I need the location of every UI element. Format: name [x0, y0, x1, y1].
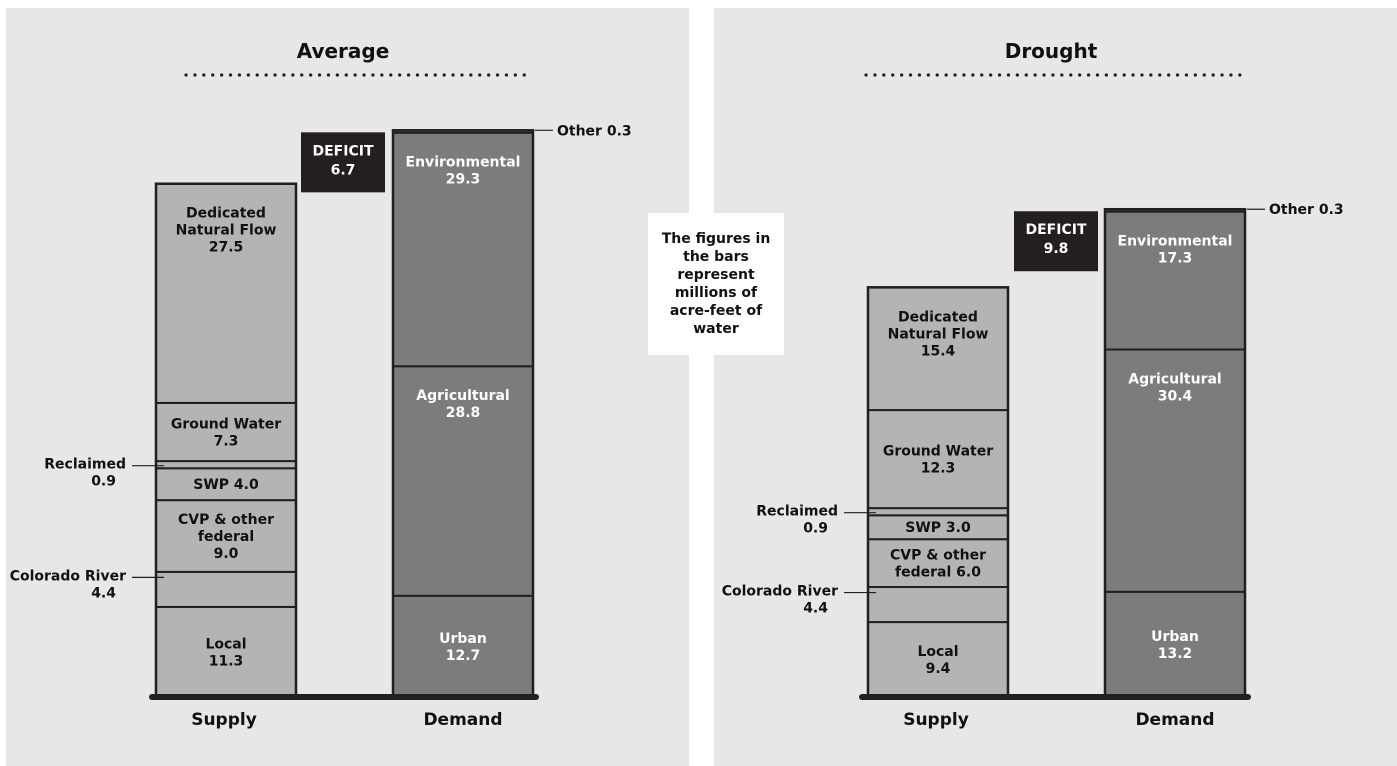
bar-supply-ground-water [867, 409, 1009, 510]
segment-value-supply-local: 11.3 [209, 653, 244, 669]
callout-label-reclaimed: Reclaimed [44, 457, 126, 473]
segment-label-supply-swp: SWP 3.0 [905, 520, 971, 536]
category-label-supply: Supply [191, 710, 257, 730]
bar-supply-colorado-river [155, 570, 297, 608]
segment-label-demand-urban: Urban [1151, 629, 1199, 645]
category-label-supply: Supply [903, 710, 969, 730]
segment-label-supply-swp: SWP 4.0 [193, 477, 259, 493]
segment-label-supply-ground-water: Ground Water [171, 416, 281, 432]
bar-demand-environmental [1104, 210, 1246, 351]
bar-supply-colorado-river [867, 586, 1009, 624]
segment-value-demand-urban: 13.2 [1158, 646, 1193, 662]
callout-label-other: Other 0.3 [557, 123, 632, 139]
bar-supply-dedicated-natural-flow [867, 286, 1009, 412]
segment-value-demand-environmental: 29.3 [446, 172, 481, 188]
segment-label-demand-agricultural: Agricultural [416, 388, 509, 404]
segment-label-supply-cvp-other-federal: CVP & other federal 6.0 [890, 548, 986, 581]
category-label-demand: Demand [1135, 710, 1214, 730]
segment-label-demand-environmental: Environmental [406, 155, 521, 171]
segment-label-supply-local: Local [205, 636, 246, 652]
callout-value-reclaimed: 0.9 [803, 521, 828, 537]
deficit-label: DEFICIT [313, 143, 374, 159]
callout-value-colorado-river: 4.4 [803, 601, 828, 617]
segment-value-demand-agricultural: 28.8 [446, 405, 481, 421]
deficit-box [1014, 211, 1098, 272]
bar-supply-reclaimed [867, 507, 1009, 517]
deficit-value: 9.8 [1044, 241, 1069, 257]
segment-value-demand-agricultural: 30.4 [1158, 389, 1193, 405]
segment-value-supply-cvp-other-federal: 9.0 [214, 546, 239, 562]
callout-value-colorado-river: 4.4 [91, 585, 116, 601]
segment-label-demand-agricultural: Agricultural [1128, 372, 1221, 388]
segment-label-supply-local: Local [917, 644, 958, 660]
callout-value-reclaimed: 0.9 [91, 474, 116, 490]
drought-panel [714, 8, 1397, 766]
deficit-box [301, 132, 385, 193]
segment-value-supply-dedicated-natural-flow: 15.4 [921, 343, 956, 359]
chart-title-average: Average [297, 39, 390, 63]
bar-supply-reclaimed [155, 460, 297, 470]
bar-demand-agricultural [1104, 348, 1246, 593]
segment-value-supply-ground-water: 12.3 [921, 461, 956, 477]
deficit-label: DEFICIT [1026, 222, 1087, 238]
category-label-demand: Demand [423, 710, 502, 730]
segment-value-demand-urban: 12.7 [446, 648, 481, 664]
segment-label-supply-cvp-other-federal: CVP & other federal [178, 512, 274, 545]
bar-demand-urban [1104, 590, 1246, 699]
callout-label-reclaimed: Reclaimed [756, 504, 838, 520]
callout-label-other: Other 0.3 [1269, 202, 1344, 218]
segment-value-demand-environmental: 17.3 [1158, 251, 1193, 267]
segment-value-supply-local: 9.4 [926, 661, 951, 677]
segment-label-supply-ground-water: Ground Water [883, 444, 993, 460]
callout-label-colorado-river: Colorado River [722, 584, 838, 600]
callout-label-colorado-river: Colorado River [10, 568, 126, 584]
segment-value-supply-ground-water: 7.3 [214, 433, 239, 449]
segment-label-demand-urban: Urban [439, 631, 487, 647]
bar-supply-dedicated-natural-flow [155, 182, 297, 404]
segment-label-demand-environmental: Environmental [1118, 234, 1233, 250]
segment-label-supply-dedicated-natural-flow: Dedicated Natural Flow [888, 309, 989, 342]
segment-value-supply-dedicated-natural-flow: 27.5 [209, 240, 244, 256]
segment-label-supply-dedicated-natural-flow: Dedicated Natural Flow [176, 206, 277, 239]
deficit-value: 6.7 [331, 162, 356, 178]
chart-title-drought: Drought [1005, 39, 1098, 63]
units-note: The figures in the bars represent millio… [648, 213, 784, 355]
